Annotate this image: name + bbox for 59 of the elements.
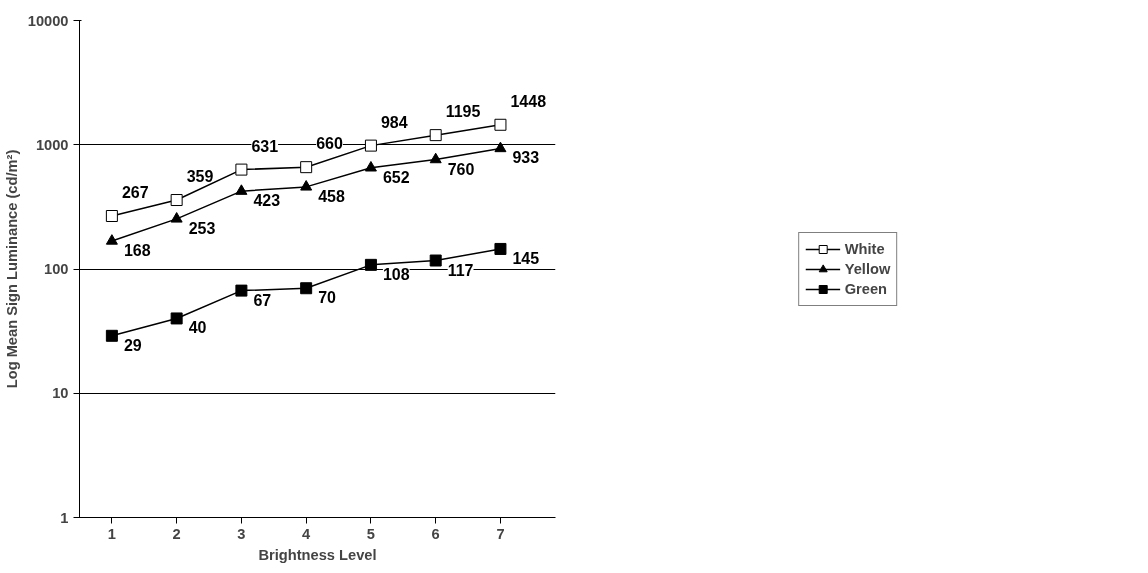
point [235,284,248,297]
point [494,141,507,153]
data-label: 67 [253,291,272,309]
y-tick-label: 10 [52,385,69,402]
x-tick-label: 3 [237,525,246,542]
y-tick-label: 1000 [35,136,69,153]
x-axis-title: Brightness Level [258,546,377,563]
data-label: 1195 [445,103,481,121]
x-tick-label: 2 [172,525,181,542]
data-label: 117 [447,261,474,279]
data-label: 145 [512,249,540,267]
legend-label: Green [844,280,888,297]
point [105,234,118,245]
point [300,282,313,295]
data-label: 359 [186,168,214,186]
legend-label: White [844,240,885,257]
data-label: 70 [318,289,337,307]
y-axis-title: Log Mean Sign Luminance (cd/m²) [3,149,20,389]
legend-label: Yellow [844,260,891,277]
point [364,160,377,172]
point [429,152,442,164]
x-tick-label: 5 [366,525,376,542]
data-label: 253 [188,219,216,237]
x-tick-label: 6 [431,525,440,542]
point [300,161,313,174]
point [235,163,248,176]
point [429,254,442,267]
x-tick-label: 1 [107,525,116,542]
point [364,258,377,271]
data-label: 984 [380,113,408,131]
point [494,242,507,255]
point [364,139,377,152]
point [300,180,313,191]
data-label: 933 [512,149,540,167]
data-label: 458 [318,187,345,205]
point [170,194,183,207]
data-label: 108 [382,265,410,283]
y-tick-label: 1 [60,509,69,526]
data-label: 652 [382,168,410,186]
point [105,210,118,223]
data-label: 660 [316,135,343,153]
x-tick-label: 7 [496,525,505,542]
data-label: 631 [251,137,279,155]
point [105,329,118,342]
data-label: 267 [121,184,149,202]
point [170,212,183,223]
point [170,312,183,325]
x-tick-label: 4 [302,525,312,542]
point [235,184,248,195]
data-label: 423 [253,192,281,210]
y-tick-label: 10000 [27,12,69,29]
data-label: 29 [123,336,142,354]
point [494,118,507,131]
data-label: 760 [447,160,475,178]
data-label: 1448 [510,92,547,110]
point [429,129,442,142]
data-label: 168 [123,242,151,260]
data-label: 40 [188,319,207,337]
y-tick-label: 100 [44,261,69,277]
